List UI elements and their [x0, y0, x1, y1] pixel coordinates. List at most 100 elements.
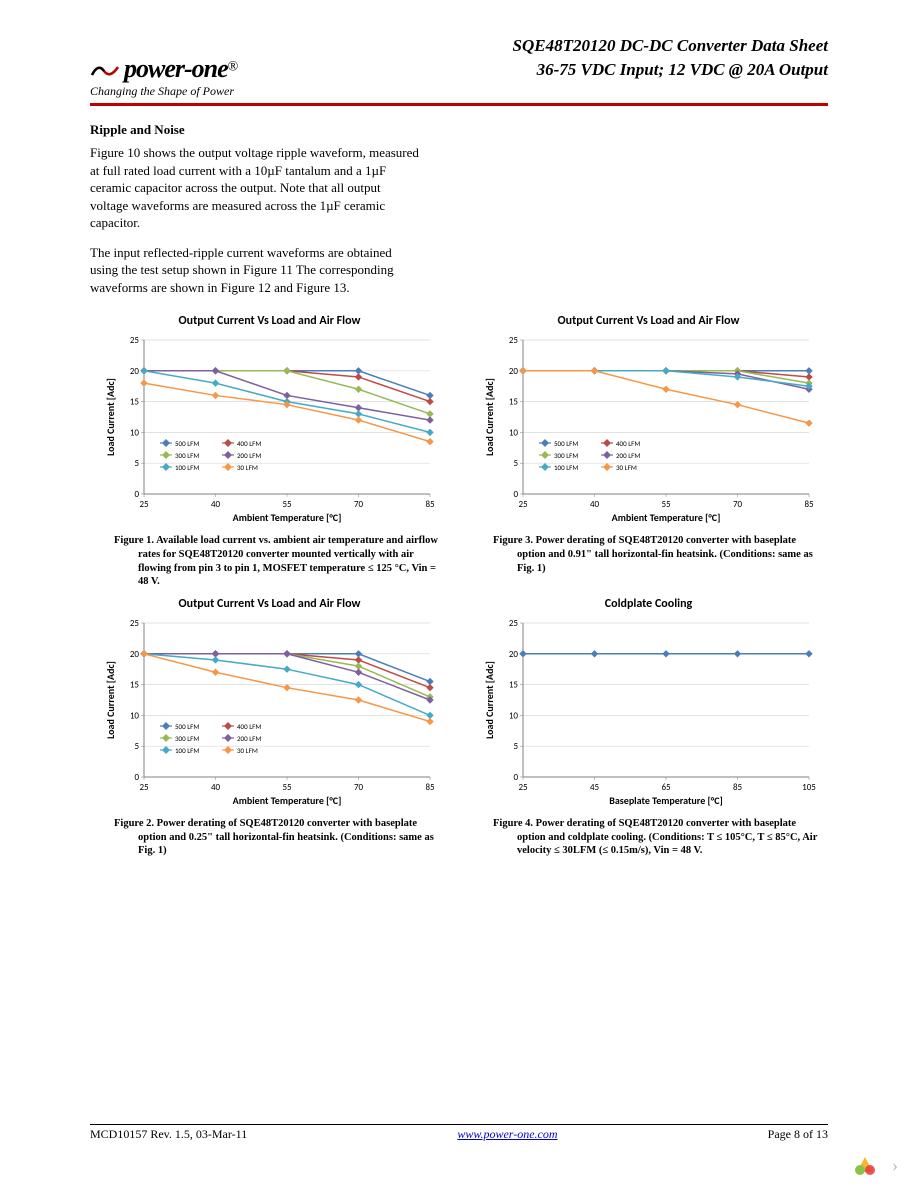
- svg-text:40: 40: [589, 499, 599, 510]
- svg-text:5: 5: [134, 741, 139, 752]
- svg-text:20: 20: [129, 366, 139, 377]
- figure-4-caption: Figure 4. Power derating of SQE48T20120 …: [493, 817, 828, 858]
- doc-title: SQE48T20120 DC-DC Converter Data Sheet 3…: [513, 30, 828, 82]
- svg-text:85: 85: [804, 499, 814, 510]
- svg-text:Load Current [Adc]: Load Current [Adc]: [104, 378, 117, 456]
- svg-text:100 LFM: 100 LFM: [175, 746, 199, 755]
- svg-text:10: 10: [508, 710, 518, 721]
- charts-grid: Output Current Vs Load and Air Flow 0510…: [90, 314, 828, 857]
- svg-text:10: 10: [129, 428, 139, 439]
- svg-text:15: 15: [129, 680, 139, 691]
- title-line-1: SQE48T20120 DC-DC Converter Data Sheet: [513, 34, 828, 58]
- paragraph-2: The input reflected-ripple current wavef…: [90, 244, 420, 297]
- chart-3-svg: 05101520252540557085Load Current [Adc]Am…: [479, 334, 819, 524]
- svg-text:Ambient Temperature [°C]: Ambient Temperature [°C]: [611, 511, 720, 524]
- svg-text:15: 15: [508, 680, 518, 691]
- svg-text:40: 40: [210, 782, 220, 793]
- logo-text: power-one: [124, 54, 228, 83]
- svg-text:400 LFM: 400 LFM: [237, 722, 261, 731]
- svg-text:30 LFM: 30 LFM: [237, 463, 258, 472]
- svg-text:10: 10: [129, 710, 139, 721]
- svg-text:85: 85: [732, 782, 742, 793]
- svg-text:70: 70: [732, 499, 742, 510]
- svg-text:25: 25: [518, 782, 528, 793]
- svg-text:100 LFM: 100 LFM: [175, 463, 199, 472]
- svg-text:65: 65: [661, 782, 671, 793]
- chart-1-svg: 05101520252540557085Load Current [Adc]Am…: [100, 334, 440, 524]
- svg-text:25: 25: [139, 499, 149, 510]
- figure-4: Coldplate Cooling 051015202525456585105L…: [469, 597, 828, 858]
- svg-text:400 LFM: 400 LFM: [616, 439, 640, 448]
- svg-text:25: 25: [518, 499, 528, 510]
- footer-left: MCD10157 Rev. 1.5, 03-Mar-11: [90, 1127, 247, 1142]
- paragraph-1: Figure 10 shows the output voltage rippl…: [90, 144, 420, 232]
- page-header: power-one® Changing the Shape of Power S…: [90, 30, 828, 106]
- svg-text:45: 45: [589, 782, 599, 793]
- svg-text:70: 70: [353, 499, 363, 510]
- title-line-2: 36-75 VDC Input; 12 VDC @ 20A Output: [513, 58, 828, 82]
- svg-text:25: 25: [508, 618, 518, 629]
- svg-text:85: 85: [425, 499, 435, 510]
- svg-text:5: 5: [513, 741, 518, 752]
- chart-title: Output Current Vs Load and Air Flow: [179, 314, 361, 328]
- logo-tagline: Changing the Shape of Power: [90, 84, 310, 99]
- pager-icon: [852, 1152, 878, 1178]
- chart-4-svg: 051015202525456585105Load Current [Adc]B…: [479, 617, 819, 807]
- svg-text:400 LFM: 400 LFM: [237, 439, 261, 448]
- figure-1: Output Current Vs Load and Air Flow 0510…: [90, 314, 449, 589]
- svg-text:25: 25: [129, 335, 139, 346]
- figure-2: Output Current Vs Load and Air Flow 0510…: [90, 597, 449, 858]
- svg-text:30 LFM: 30 LFM: [616, 463, 637, 472]
- svg-text:100 LFM: 100 LFM: [554, 463, 578, 472]
- svg-text:200 LFM: 200 LFM: [237, 734, 261, 743]
- svg-text:85: 85: [425, 782, 435, 793]
- svg-text:105: 105: [802, 782, 816, 793]
- chart-title: Coldplate Cooling: [605, 597, 692, 611]
- footer-link[interactable]: www.power-one.com: [457, 1127, 557, 1142]
- svg-text:55: 55: [282, 782, 292, 793]
- page-footer: MCD10157 Rev. 1.5, 03-Mar-11 www.power-o…: [90, 1124, 828, 1142]
- pager-widget: ›: [846, 1148, 912, 1182]
- svg-text:300 LFM: 300 LFM: [554, 451, 578, 460]
- svg-text:70: 70: [353, 782, 363, 793]
- svg-text:30 LFM: 30 LFM: [237, 746, 258, 755]
- svg-text:15: 15: [508, 397, 518, 408]
- next-page-button[interactable]: ›: [884, 1153, 906, 1178]
- svg-text:20: 20: [508, 366, 518, 377]
- figure-3-caption: Figure 3. Power derating of SQE48T20120 …: [493, 534, 828, 575]
- footer-right: Page 8 of 13: [768, 1127, 828, 1142]
- brand-logo: power-one® Changing the Shape of Power: [90, 30, 310, 99]
- svg-text:5: 5: [134, 459, 139, 470]
- svg-text:20: 20: [508, 649, 518, 660]
- svg-text:500 LFM: 500 LFM: [175, 439, 199, 448]
- svg-text:Load Current [Adc]: Load Current [Adc]: [483, 378, 496, 456]
- chart-title: Output Current Vs Load and Air Flow: [558, 314, 740, 328]
- logo-reg: ®: [228, 60, 239, 75]
- section-heading: Ripple and Noise: [90, 122, 828, 138]
- svg-text:200 LFM: 200 LFM: [616, 451, 640, 460]
- figure-2-caption: Figure 2. Power derating of SQE48T20120 …: [114, 817, 449, 858]
- chart-title: Output Current Vs Load and Air Flow: [179, 597, 361, 611]
- document-page: power-one® Changing the Shape of Power S…: [0, 0, 918, 1188]
- svg-text:55: 55: [282, 499, 292, 510]
- svg-text:5: 5: [513, 459, 518, 470]
- figure-1-caption: Figure 1. Available load current vs. amb…: [114, 534, 449, 589]
- svg-text:Ambient Temperature [°C]: Ambient Temperature [°C]: [232, 794, 341, 807]
- svg-text:500 LFM: 500 LFM: [175, 722, 199, 731]
- svg-text:Ambient Temperature [°C]: Ambient Temperature [°C]: [232, 511, 341, 524]
- svg-text:25: 25: [139, 782, 149, 793]
- svg-text:20: 20: [129, 649, 139, 660]
- figure-3: Output Current Vs Load and Air Flow 0510…: [469, 314, 828, 589]
- svg-text:55: 55: [661, 499, 671, 510]
- svg-text:Load Current [Adc]: Load Current [Adc]: [483, 661, 496, 739]
- svg-text:15: 15: [129, 397, 139, 408]
- svg-text:10: 10: [508, 428, 518, 439]
- svg-text:25: 25: [508, 335, 518, 346]
- svg-text:40: 40: [210, 499, 220, 510]
- chart-2-svg: 05101520252540557085Load Current [Adc]Am…: [100, 617, 440, 807]
- svg-text:25: 25: [129, 618, 139, 629]
- svg-text:300 LFM: 300 LFM: [175, 734, 199, 743]
- svg-text:300 LFM: 300 LFM: [175, 451, 199, 460]
- svg-text:200 LFM: 200 LFM: [237, 451, 261, 460]
- svg-text:Load Current [Adc]: Load Current [Adc]: [104, 661, 117, 739]
